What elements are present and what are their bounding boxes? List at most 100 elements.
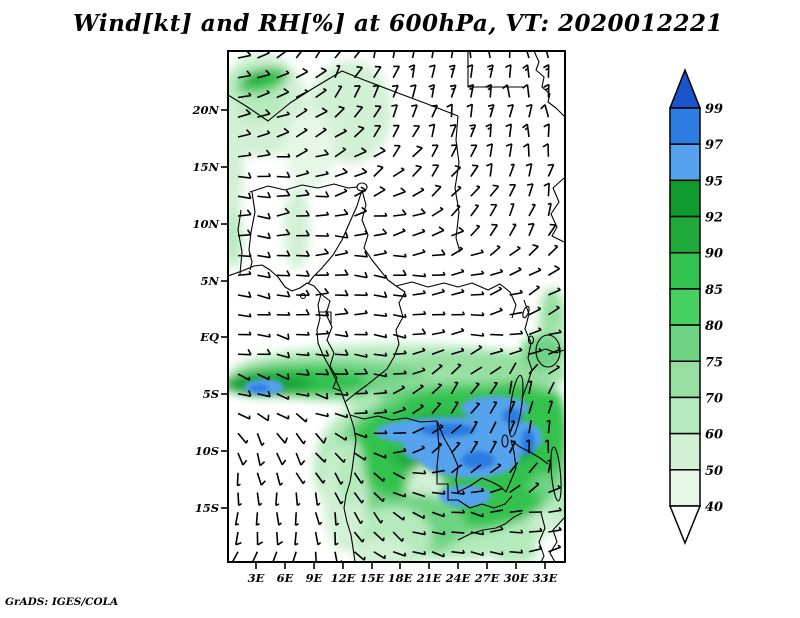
wind-barb — [528, 482, 540, 494]
wind-barb — [509, 549, 524, 554]
wind-barb — [257, 212, 271, 220]
wind-barb — [508, 380, 513, 394]
wind-barb — [412, 367, 426, 375]
wind-barb — [334, 531, 339, 546]
wind-barb — [334, 452, 346, 463]
wind-barb — [450, 363, 462, 375]
wind-barb — [509, 245, 521, 257]
wind-barb — [315, 107, 328, 118]
wind-barb — [412, 187, 425, 197]
wind-barb — [489, 286, 503, 296]
wind-barb — [276, 333, 290, 341]
wind-barbs-layer — [231, 51, 562, 562]
wind-barb — [296, 210, 310, 217]
wind-barb — [489, 366, 502, 375]
colorbar-segment — [669, 288, 701, 326]
wind-barb — [373, 531, 385, 542]
colorbar-arrow-top — [668, 67, 702, 109]
wind-barb — [276, 432, 288, 444]
wind-barb — [354, 368, 369, 375]
wind-barb — [412, 550, 427, 556]
wind-barb — [354, 432, 368, 439]
wind-barb — [295, 51, 303, 59]
wind-barb — [522, 123, 530, 138]
lon-tick-label: 27E — [474, 571, 500, 585]
wind-barb — [548, 329, 562, 336]
wind-barb — [451, 311, 466, 316]
lon-tick-label: 21E — [416, 571, 442, 585]
wind-barb — [334, 349, 349, 356]
border-path — [454, 115, 461, 253]
wind-barb — [408, 64, 416, 78]
wind-barb — [412, 164, 423, 178]
wind-barb — [334, 231, 349, 239]
wind-barb — [295, 67, 309, 79]
wind-barb — [373, 274, 388, 279]
rh-shading-layer — [228, 53, 565, 562]
wind-barb — [450, 464, 463, 474]
wind-barb — [528, 244, 539, 257]
wind-barb — [392, 491, 407, 498]
wind-barb — [547, 223, 557, 237]
wind-barb — [353, 65, 364, 79]
wind-barb — [487, 64, 494, 78]
rh-shading-blob — [336, 438, 364, 506]
wind-barb — [373, 551, 386, 560]
lat-tick-label: 20N — [191, 103, 219, 117]
wind-barb — [276, 189, 291, 198]
wind-barb — [353, 51, 361, 59]
colorbar-segment — [669, 360, 701, 399]
wind-barb — [295, 412, 308, 423]
rh-high-shading-blob — [502, 408, 522, 424]
wind-barb — [508, 362, 517, 375]
wind-barb — [490, 509, 504, 514]
wind-barb — [373, 105, 382, 118]
wind-barb — [257, 69, 271, 79]
wind-barb — [431, 104, 439, 118]
wind-barb — [431, 442, 443, 454]
wind-barb — [525, 163, 533, 177]
wind-barb — [353, 452, 367, 461]
colorbar-label: 40 — [705, 500, 723, 515]
wind-barb — [392, 333, 407, 339]
wind-barb — [354, 230, 368, 237]
colorbar-label: 85 — [705, 283, 723, 298]
border-path — [318, 311, 332, 325]
rh-shading-blob — [541, 288, 563, 332]
wind-barb — [392, 550, 407, 557]
wind-barb — [373, 491, 385, 503]
wind-barb — [431, 311, 446, 316]
wind-barb — [502, 84, 511, 98]
wind-barb — [470, 345, 483, 355]
wind-barb — [373, 430, 388, 435]
wind-barb — [373, 228, 388, 237]
wind-barb — [393, 269, 407, 277]
wind-barb — [294, 512, 299, 526]
wind-barb — [470, 366, 483, 375]
wind-barb — [276, 351, 291, 359]
wind-barb — [392, 472, 406, 480]
wind-barb — [548, 346, 561, 355]
wind-barb — [540, 104, 550, 118]
wind-barb — [334, 307, 349, 316]
wind-barb — [489, 203, 498, 217]
wind-barb — [315, 271, 330, 277]
wind-barb — [548, 484, 561, 494]
wind-barb — [431, 328, 446, 336]
wind-barb — [412, 289, 427, 296]
wind-barb — [393, 350, 407, 356]
wind-barb — [373, 408, 388, 415]
wind-barb — [528, 347, 543, 356]
lon-tick-label: 15E — [360, 571, 385, 585]
wind-barb — [509, 347, 523, 356]
wind-barb — [528, 400, 534, 414]
colorbar-label: 70 — [705, 391, 723, 406]
wind-barb — [353, 105, 364, 118]
wind-barb — [547, 459, 552, 473]
wind-barb — [334, 64, 341, 79]
wind-barb — [334, 289, 349, 297]
wind-barb — [237, 313, 252, 318]
wind-barb — [276, 70, 290, 79]
wind-barb — [276, 472, 284, 486]
